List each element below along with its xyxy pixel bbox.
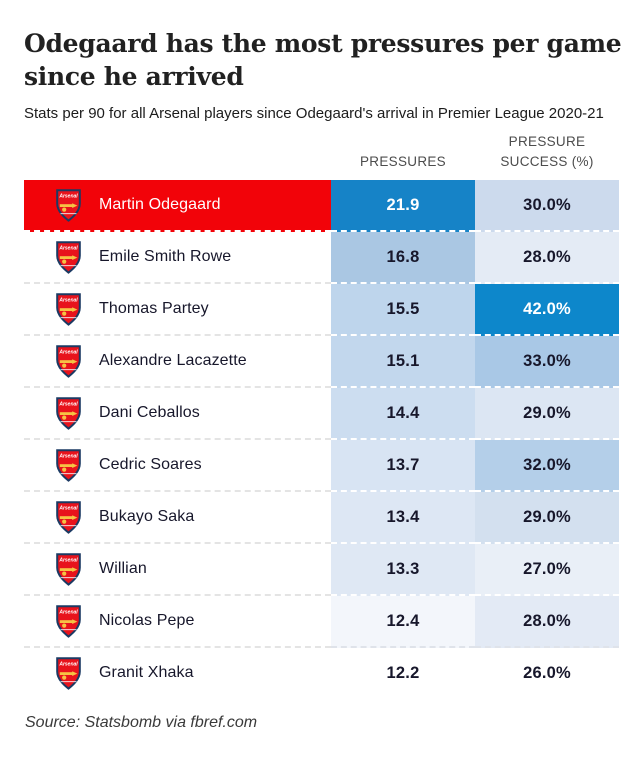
pressure-success-value: 26.0% (475, 648, 619, 701)
player-name: Emile Smith Rowe (99, 248, 232, 266)
svg-text:Arsenal: Arsenal (58, 297, 78, 303)
arsenal-crest-icon: Arsenal (55, 448, 82, 482)
player-name: Martin Odegaard (99, 196, 221, 214)
svg-text:Arsenal: Arsenal (58, 505, 78, 511)
pressures-value: 21.9 (331, 180, 475, 233)
table-row: Arsenal Cedric Soares 13.7 32.0% (24, 440, 619, 493)
player-cell: Arsenal Dani Ceballos (24, 388, 331, 441)
pressure-success-value: 27.0% (475, 544, 619, 597)
arsenal-crest-icon: Arsenal (55, 240, 82, 274)
player-cell: Arsenal Thomas Partey (24, 284, 331, 337)
col-header-pressure-success: PRESSURE SUCCESS (%) (475, 132, 619, 171)
pressures-value: 13.4 (331, 492, 475, 545)
arsenal-crest-icon: Arsenal (55, 656, 82, 690)
col-header-pressure-success-line2: SUCCESS (%) (500, 153, 594, 169)
infographic-page: Odegaard has the most pressures per game… (24, 28, 622, 732)
arsenal-crest-icon: Arsenal (55, 500, 82, 534)
table-header-row: PRESSURES PRESSURE SUCCESS (%) (24, 132, 619, 180)
svg-text:Arsenal: Arsenal (58, 401, 78, 407)
player-name: Willian (99, 560, 147, 578)
pressures-value: 12.2 (331, 648, 475, 701)
player-name: Nicolas Pepe (99, 612, 195, 630)
player-name: Dani Ceballos (99, 404, 200, 422)
pressures-value: 14.4 (331, 388, 475, 441)
player-cell: Arsenal Martin Odegaard (24, 180, 331, 233)
arsenal-crest-icon: Arsenal (55, 552, 82, 586)
arsenal-crest-icon: Arsenal (55, 604, 82, 638)
pressure-success-value: 28.0% (475, 596, 619, 649)
chart-title-line2: since he arrived (24, 61, 244, 91)
player-cell: Arsenal Bukayo Saka (24, 492, 331, 545)
table-row: Arsenal Emile Smith Rowe 16.8 28.0% (24, 232, 619, 285)
arsenal-crest-icon: Arsenal (55, 344, 82, 378)
pressure-success-value: 32.0% (475, 440, 619, 493)
pressure-success-value: 29.0% (475, 492, 619, 545)
player-cell: Arsenal Alexandre Lacazette (24, 336, 331, 389)
table-row: Arsenal Nicolas Pepe 12.4 28.0% (24, 596, 619, 649)
svg-text:Arsenal: Arsenal (58, 609, 78, 615)
player-name: Alexandre Lacazette (99, 352, 247, 370)
chart-title: Odegaard has the most pressures per game… (24, 28, 622, 93)
player-cell: Arsenal Granit Xhaka (24, 648, 331, 701)
svg-text:Arsenal: Arsenal (58, 661, 78, 667)
svg-text:Arsenal: Arsenal (58, 453, 78, 459)
source-note: Source: Statsbomb via fbref.com (25, 714, 258, 732)
table-row: Arsenal Martin Odegaard 21.9 30.0% (24, 180, 619, 233)
chart-subtitle: Stats per 90 for all Arsenal players sin… (24, 105, 604, 122)
pressures-value: 16.8 (331, 232, 475, 285)
table-row: Arsenal Thomas Partey 15.5 42.0% (24, 284, 619, 337)
table-row: Arsenal Alexandre Lacazette 15.1 33.0% (24, 336, 619, 389)
chart-title-line1: Odegaard has the most pressures per game (24, 29, 622, 58)
table-body: Arsenal Martin Odegaard 21.9 30.0% Arsen… (24, 180, 619, 701)
arsenal-crest-icon: Arsenal (55, 292, 82, 326)
pressure-success-value: 29.0% (475, 388, 619, 441)
pressures-value: 12.4 (331, 596, 475, 649)
player-cell: Arsenal Emile Smith Rowe (24, 232, 331, 285)
pressures-value: 15.1 (331, 336, 475, 389)
pressures-value: 13.7 (331, 440, 475, 493)
player-name: Granit Xhaka (99, 664, 194, 682)
pressure-success-value: 33.0% (475, 336, 619, 389)
pressure-success-value: 28.0% (475, 232, 619, 285)
player-cell: Arsenal Cedric Soares (24, 440, 331, 493)
player-name: Thomas Partey (99, 300, 209, 318)
pressure-success-value: 30.0% (475, 180, 619, 233)
col-header-pressures: PRESSURES (360, 153, 446, 169)
player-name: Cedric Soares (99, 456, 202, 474)
svg-text:Arsenal: Arsenal (58, 349, 78, 355)
arsenal-crest-icon: Arsenal (55, 396, 82, 430)
player-cell: Arsenal Nicolas Pepe (24, 596, 331, 649)
table-row: Arsenal Granit Xhaka 12.2 26.0% (24, 648, 619, 701)
pressure-success-value: 42.0% (475, 284, 619, 337)
col-header-pressure-success-line1: PRESSURE (508, 134, 586, 149)
table-row: Arsenal Willian 13.3 27.0% (24, 544, 619, 597)
arsenal-crest-icon: Arsenal (55, 188, 82, 222)
svg-text:Arsenal: Arsenal (58, 193, 78, 199)
pressures-value: 13.3 (331, 544, 475, 597)
stats-table: PRESSURES PRESSURE SUCCESS (%) Arsenal M… (24, 132, 619, 701)
table-row: Arsenal Bukayo Saka 13.4 29.0% (24, 492, 619, 545)
player-name: Bukayo Saka (99, 508, 195, 526)
player-cell: Arsenal Willian (24, 544, 331, 597)
pressures-value: 15.5 (331, 284, 475, 337)
table-row: Arsenal Dani Ceballos 14.4 29.0% (24, 388, 619, 441)
svg-text:Arsenal: Arsenal (58, 245, 78, 251)
svg-text:Arsenal: Arsenal (58, 557, 78, 563)
